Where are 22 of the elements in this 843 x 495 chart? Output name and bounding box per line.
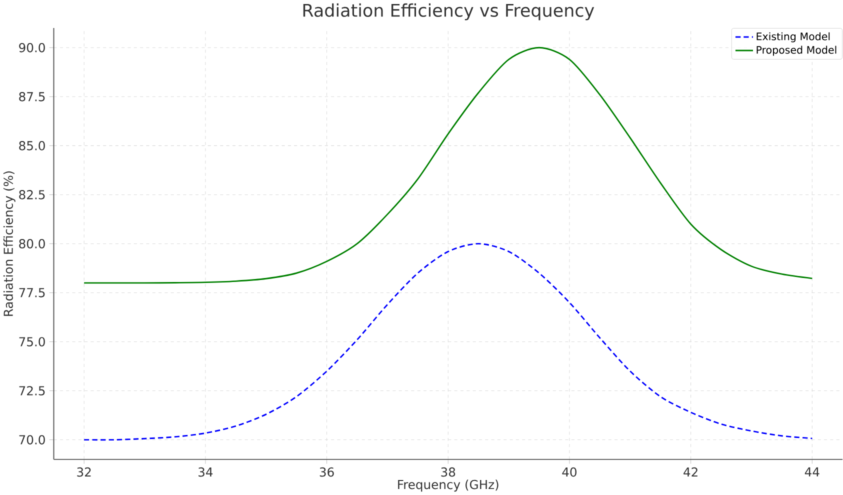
y-tick-label: 82.5 (19, 190, 45, 200)
y-tick-label: 90.0 (19, 42, 45, 52)
y-tick-label: 85.0 (19, 141, 45, 150)
legend-label: Existing Model (756, 32, 830, 42)
x-tick-label: 40 (562, 467, 576, 477)
legend-label: Proposed Model (756, 46, 836, 56)
y-axis-title: Radiation Efficiency (%) (3, 171, 16, 316)
y-tick-label: 77.5 (19, 288, 45, 298)
x-tick-label: 44 (804, 467, 820, 476)
chart-title: Radiation Efficiency vs Frequency (303, 3, 594, 20)
y-tick-label: 72.5 (19, 386, 45, 396)
x-tick-label: 34 (198, 467, 213, 477)
x-tick-label: 36 (320, 467, 334, 477)
x-tick-label: 42 (684, 467, 698, 477)
y-tick-label: 80.0 (19, 239, 45, 248)
line-series (83, 243, 813, 441)
y-tick-label: 70.0 (19, 435, 45, 444)
y-tick-label: 87.5 (19, 92, 45, 102)
x-tick-label: 32 (77, 467, 91, 477)
y-tick-label: 75.0 (19, 337, 45, 346)
x-tick-label: 38 (441, 467, 456, 477)
x-axis-title: Frequency (GHz) (398, 480, 498, 492)
